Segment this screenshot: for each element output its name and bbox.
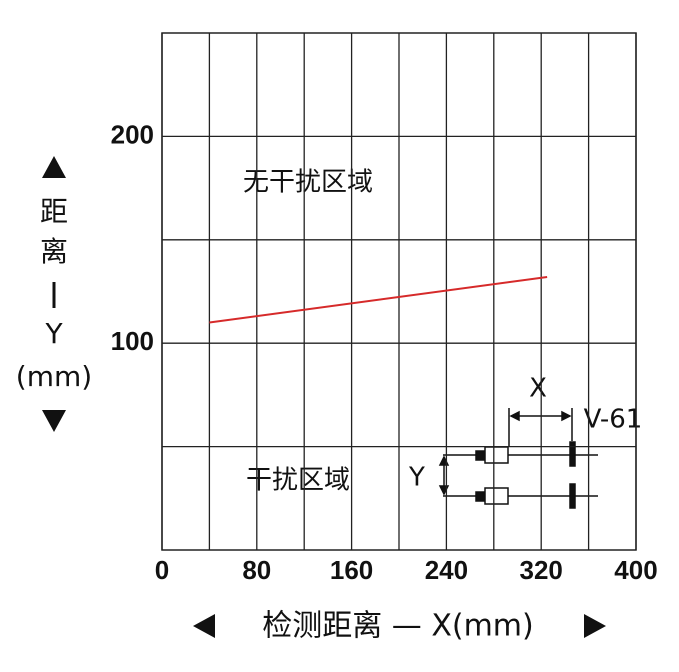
diagram-label: V-61 [584, 405, 643, 435]
x-tick-label: 400 [614, 555, 657, 585]
x-tick-label: 320 [520, 555, 563, 585]
data-line [209, 276, 548, 324]
annotation: 无干扰区域 [243, 168, 373, 198]
y-axis-label: Y [44, 317, 63, 350]
x-tick-label: 80 [242, 555, 271, 585]
x-axis-label: 检测距离 — X(mm) [262, 609, 533, 644]
x-tick-label: 0 [155, 555, 169, 585]
annotation: 干扰区域 [246, 466, 350, 496]
x-tick-label: 160 [330, 555, 373, 585]
sensor-diagram [438, 408, 598, 509]
y-axis-label: 离 [40, 235, 68, 268]
y-axis-label: 距 [40, 195, 68, 228]
y-tick-label: 200 [111, 119, 154, 149]
y-tick-label: 100 [111, 326, 154, 356]
diagram-label: Y [408, 463, 425, 493]
y-axis-label: (mm) [16, 360, 92, 393]
diagram-label: X [529, 374, 547, 404]
x-tick-label: 240 [425, 555, 468, 585]
